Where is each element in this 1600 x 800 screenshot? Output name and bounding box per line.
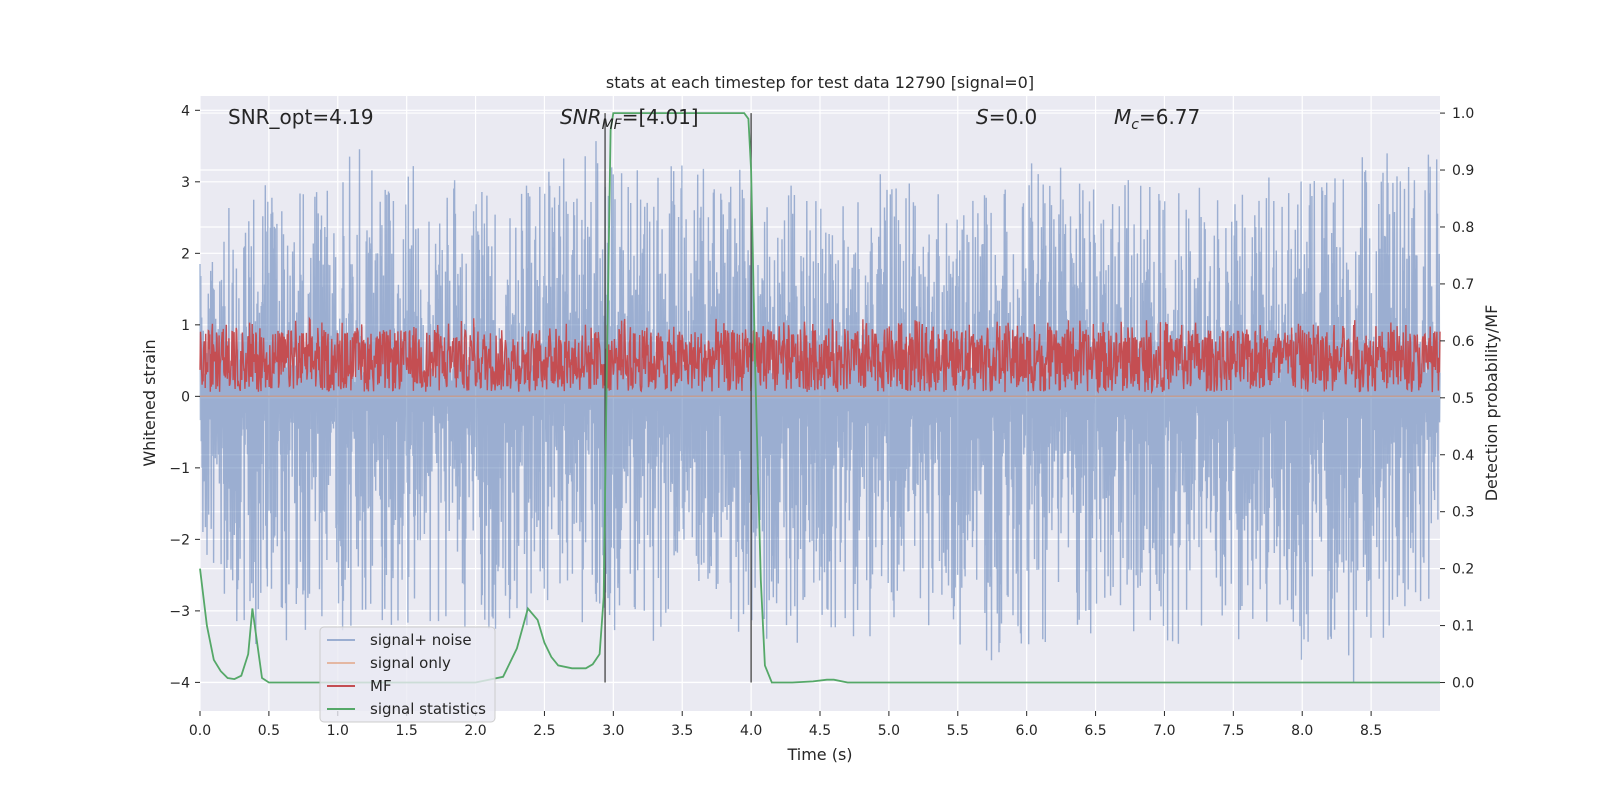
x-tick-label: 2.0 [464,723,486,739]
y-right-tick-label: 0.9 [1452,163,1474,179]
mf-series [199,316,1441,395]
legend-label-signal-only: signal only [370,654,451,672]
chart-title: stats at each timestep for test data 127… [606,73,1034,92]
legend-label-mf: MF [370,677,392,695]
x-tick-label: 2.5 [533,723,555,739]
y-left-tick-label: −3 [169,604,190,620]
y-left-tick-label: −4 [169,675,190,691]
x-tick-label: 4.5 [809,723,831,739]
x-tick-label: 4.0 [740,723,762,739]
legend-label-signal-statistics: signal statistics [370,700,486,718]
y-right-tick-label: 0.2 [1452,562,1474,578]
legend-box [319,626,496,723]
x-tick-label: 1.5 [396,723,418,739]
x-tick-label: 7.0 [1153,723,1175,739]
legend: signal+ noise signal only MF signal stat… [319,626,496,723]
axes: 0.0 0.5 1.0 1.5 2.0 2.5 3.0 3.5 4.0 4.5 5.0 5.5 6.0 6… [169,103,1474,739]
x-tick-label: 0.5 [258,723,280,739]
y-right-tick-label: 0.6 [1452,334,1474,350]
x-tick-label: 6.0 [1016,723,1038,739]
annotation-snr-mf: SNRMF=[4.01] [560,105,699,133]
x-tick-label: 0.0 [189,723,211,739]
y-right-tick-label: 0.4 [1452,448,1474,464]
y-left-tick-label: 2 [181,246,190,262]
y-left-tick-label: 0 [181,389,190,405]
annotation-mc: Mc=6.77 [1114,105,1200,133]
y-right-tick-label: 0.7 [1452,277,1474,293]
y-left-tick-label: −2 [169,532,190,548]
y-right-tick-label: 0.3 [1452,505,1474,521]
y-right-tick-label: 0.8 [1452,220,1474,236]
x-tick-label: 6.5 [1084,723,1106,739]
y-right-tick-label: 0.0 [1452,676,1474,692]
x-tick-label: 1.0 [327,723,349,739]
x-tick-label: 7.5 [1222,723,1244,739]
y-left-tick-label: 3 [181,175,190,191]
y-left-tick-label: 1 [181,318,190,334]
annotation-snr-opt: SNR_opt=4.19 [228,105,374,129]
legend-label-signal-noise: signal+ noise [370,631,472,649]
x-tick-label: 3.0 [602,723,624,739]
y-right-tick-label: 0.1 [1452,619,1474,635]
y-axis-label-left: Whitened strain [140,339,159,466]
y-left-tick-label: 4 [181,103,190,119]
x-tick-label: 5.5 [947,723,969,739]
x-tick-label: 8.5 [1360,723,1382,739]
y-left-tick-label: −1 [169,461,190,477]
x-axis-label: Time (s) [786,745,852,764]
x-tick-label: 8.0 [1291,723,1313,739]
series-layer [199,112,1441,684]
y-axis-label-right: Detection probability/MF [1482,305,1501,502]
annotation-s: S=0.0 [976,105,1037,129]
y-right-tick-label: 1.0 [1452,106,1474,122]
x-tick-label: 5.0 [878,723,900,739]
signal-statistics-series [199,112,1440,684]
y-right-tick-label: 0.5 [1452,391,1474,407]
x-tick-label: 3.5 [671,723,693,739]
